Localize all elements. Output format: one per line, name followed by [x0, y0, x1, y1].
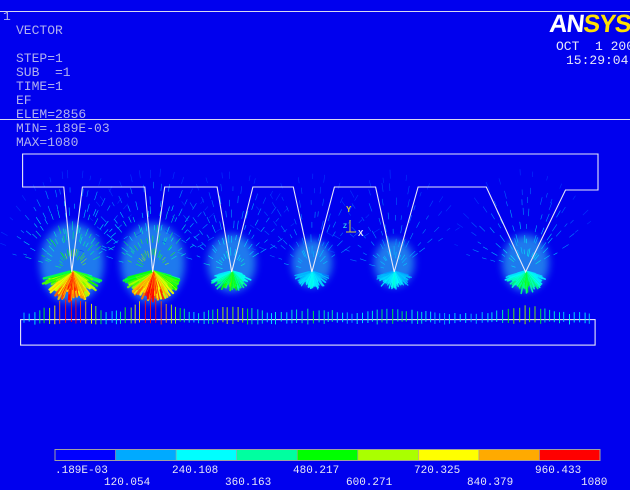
- svg-text:720.325: 720.325: [414, 465, 460, 477]
- svg-text:360.163: 360.163: [225, 477, 271, 489]
- svg-text:840.379: 840.379: [467, 477, 513, 489]
- svg-text:240.108: 240.108: [172, 465, 218, 477]
- svg-text:480.217: 480.217: [293, 465, 339, 477]
- svg-text:1080: 1080: [581, 477, 607, 489]
- svg-text:960.433: 960.433: [535, 465, 581, 477]
- svg-text:600.271: 600.271: [346, 477, 393, 489]
- svg-text:.189E-03: .189E-03: [55, 465, 108, 477]
- svg-text:120.054: 120.054: [104, 477, 151, 489]
